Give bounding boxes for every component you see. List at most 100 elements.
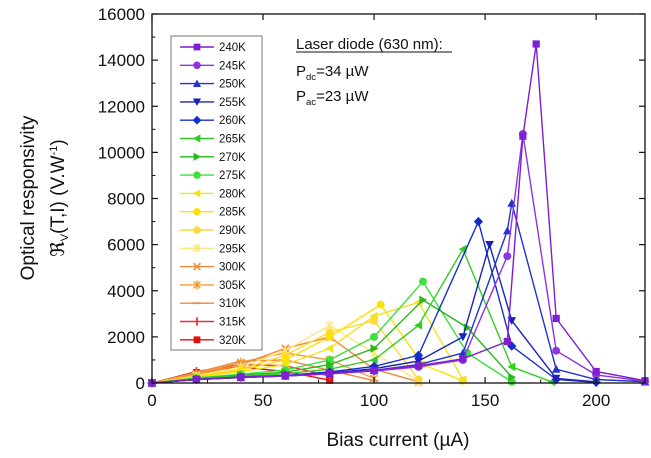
data-point-240K: [281, 372, 289, 380]
data-point-240K: [414, 362, 423, 370]
y-tick-label: 2000: [107, 328, 145, 347]
y-tick-label: 12000: [98, 97, 145, 116]
legend-item-295K: 295K: [180, 243, 246, 255]
legend-swatch-marker: [192, 79, 202, 87]
legend-label: 285K: [219, 207, 246, 219]
legend-swatch-marker: [192, 98, 202, 106]
data-point-280K: [369, 311, 378, 321]
legend-item-275K: 275K: [180, 170, 246, 182]
y-axis-title-line2: ℜV(T,I) (V.W-1): [48, 139, 71, 256]
series-245K: [148, 129, 649, 387]
legend-label: 255K: [219, 97, 246, 109]
data-point-240K: [552, 314, 560, 323]
series-line-265K: [151, 247, 552, 384]
data-point-240K: [459, 355, 467, 363]
data-point-275K: [370, 332, 379, 341]
data-point-240K: [192, 375, 201, 384]
y-tick-label: 4000: [107, 282, 145, 301]
y-tick-label: 0: [136, 374, 145, 393]
annotation: Laser diode (630 nm): Pdc=34 µW Pac=23 µ…: [296, 36, 452, 108]
data-point-255K: [458, 333, 468, 342]
legend-item-305K: 305K: [180, 280, 246, 292]
legend-item-320K: 320K: [180, 335, 246, 347]
annotation-title: Laser diode (630 nm):: [296, 36, 443, 53]
data-point-240K: [370, 366, 378, 374]
legend-item-245K: 245K: [180, 60, 246, 72]
data-point-265K: [414, 321, 423, 330]
legend-label: 260K: [219, 115, 246, 127]
legend-label: 275K: [219, 170, 246, 182]
legend-item-310K: 310K: [180, 298, 246, 310]
y-tick-label: 16000: [98, 5, 145, 24]
legend-label: 320K: [219, 335, 246, 347]
legend: 240K 245K 250K 255K 260K 265K 270K 275K 280K 285K…: [170, 35, 263, 351]
legend-item-270K: 270K: [180, 152, 246, 164]
data-point-290K: [414, 375, 423, 384]
legend-item-315K: 315K: [180, 317, 246, 329]
legend-item-260K: 260K: [180, 115, 246, 127]
x-tick-label: 100: [360, 391, 388, 410]
series-line-240K: [151, 43, 646, 384]
legend-item-240K: 240K: [180, 42, 246, 54]
legend-label: 305K: [219, 280, 246, 292]
legend-item-255K: 255K: [180, 97, 246, 109]
data-point-280K: [458, 375, 467, 384]
legend-label: 300K: [219, 262, 246, 274]
data-point-285K: [325, 332, 334, 341]
data-point-270K: [370, 344, 379, 353]
series-line-305K: [151, 352, 375, 384]
legend-swatch-marker: [193, 243, 201, 253]
legend-item-285K: 285K: [180, 207, 246, 219]
y-tick-label: 6000: [107, 236, 145, 255]
legend-swatch-marker: [192, 115, 202, 125]
legend-label: 245K: [219, 60, 246, 72]
data-point-275K: [418, 277, 427, 286]
data-point-270K: [419, 295, 428, 305]
legend-label: 280K: [219, 188, 246, 200]
data-point-240K: [532, 40, 540, 48]
data-point-255K: [485, 241, 494, 249]
data-point-240K: [519, 132, 527, 140]
legend-item-250K: 250K: [180, 79, 246, 91]
x-tick-label: 50: [254, 391, 273, 410]
legend-swatch-marker: [193, 336, 201, 344]
data-point-270K: [326, 360, 334, 369]
legend-label: 240K: [219, 42, 246, 54]
y-tick-label: 14000: [98, 51, 145, 70]
annotation-pdc: Pdc=34 µW: [296, 63, 369, 83]
data-point-250K: [551, 364, 561, 373]
series-line-280K: [151, 301, 464, 384]
x-axis-title: Bias current (µA): [327, 430, 470, 451]
legend-label: 315K: [219, 317, 246, 329]
data-point-255K: [551, 374, 561, 383]
y-axis-title-line1: Optical responsivity: [18, 115, 39, 280]
data-point-240K: [237, 373, 245, 381]
x-tick-label: 150: [471, 391, 499, 410]
legend-label: 295K: [219, 243, 246, 255]
data-point-285K: [376, 300, 385, 309]
data-point-260K: [473, 216, 484, 227]
x-tick-label: 200: [582, 391, 610, 410]
legend-swatch-marker: [193, 280, 201, 290]
legend-item-300K: 300K: [180, 262, 246, 274]
series-260K: [147, 216, 601, 388]
legend-label: 265K: [219, 134, 246, 146]
data-point-265K: [369, 355, 378, 365]
x-tick-label: 0: [147, 391, 156, 410]
legend-label: 250K: [219, 79, 246, 91]
legend-swatch-marker: [192, 134, 201, 143]
y-tick-label: 10000: [98, 143, 145, 162]
annotation-pac: Pac=23 µW: [296, 88, 369, 108]
legend-item-280K: 280K: [180, 188, 246, 200]
legend-label: 310K: [219, 298, 246, 310]
legend-item-290K: 290K: [180, 225, 246, 237]
legend-label: 290K: [219, 225, 246, 237]
legend-swatch-marker: [193, 207, 201, 216]
data-point-240K: [326, 369, 334, 377]
legend-swatch-marker: [193, 262, 201, 271]
legend-swatch-marker: [193, 61, 201, 70]
legend-swatch-marker: [193, 43, 201, 51]
data-point-280K: [325, 344, 334, 353]
data-point-240K: [503, 337, 511, 346]
